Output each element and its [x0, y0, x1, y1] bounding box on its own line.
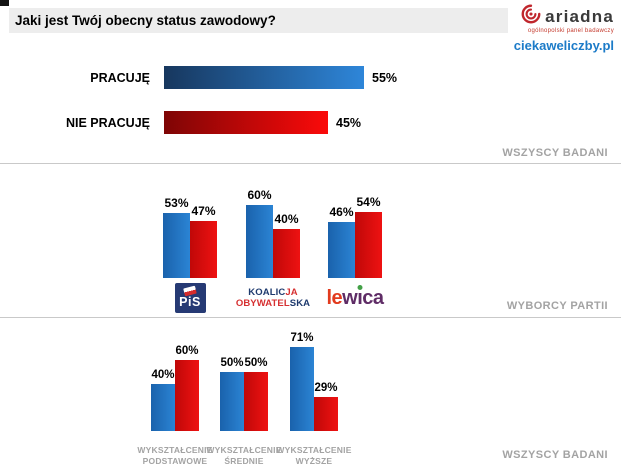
bar-fill-red	[175, 360, 199, 431]
bar-fill-red	[314, 397, 338, 431]
bar-pair: 40% 60%	[125, 318, 225, 431]
title-bar: Jaki jest Twój obecny status zawodowy?	[9, 8, 508, 33]
chart-group: 60% 40% KOALICJA OBYWATELSKA	[218, 165, 328, 315]
bar-pracuje: 60%	[246, 188, 273, 278]
bar-fill-blue	[163, 213, 190, 278]
lewica-logo-text: w	[342, 287, 358, 309]
bar-value-label: 46%	[329, 205, 354, 219]
pis-logo: PiS	[174, 283, 206, 313]
ariadna-wordmark: ariadna	[545, 6, 614, 26]
category-label-line2: ŚREDNIE	[224, 456, 264, 467]
bar-pair: 46% 54%	[300, 165, 410, 278]
ko-logo-text: JA	[285, 286, 298, 298]
pis-logo-text: PiS	[179, 295, 201, 310]
category-label: WYKSZTAŁCENIE ŚREDNIE	[206, 445, 281, 467]
bar-value-label: 60%	[247, 188, 272, 202]
category-label-line1: WYKSZTAŁCENIE	[137, 445, 213, 455]
brand-block: ariadna ogólnopolski panel badawczy ciek…	[514, 3, 614, 53]
bar-value-label: 71%	[290, 332, 314, 344]
bar-pracuje: 53%	[163, 196, 190, 278]
bar-value-label: 53%	[164, 196, 189, 210]
bar-value-label: 54%	[356, 195, 381, 209]
ko-logo: KOALICJA OBYWATELSKA	[236, 287, 310, 309]
bar-value-label: 50%	[220, 357, 244, 369]
bar-value-label: 40%	[274, 212, 299, 226]
section-label-all-respondents-1: WSZYSCY BADANI	[502, 147, 608, 159]
hbar-row: PRACUJĘ 55%	[0, 66, 397, 89]
ariadna-logo-icon	[520, 3, 542, 30]
bar-fill-blue	[220, 372, 244, 431]
bar-pracuje	[164, 66, 364, 89]
lewica-logo-text: ı	[357, 287, 363, 309]
party-logo-slot: lewı ca	[326, 281, 384, 315]
bar-fill-blue	[328, 222, 355, 278]
bar-category-label: PRACUJĘ	[90, 70, 150, 85]
site-watermark: ciekaweliczby.pl	[513, 38, 614, 53]
bar-fill-blue	[290, 347, 314, 431]
bar-fill-blue	[151, 384, 175, 431]
ko-logo-text: SKA	[289, 298, 311, 309]
ko-logo-line: KOALICJA	[236, 287, 310, 298]
bar-pracuje: 46%	[328, 205, 355, 278]
bar-value-label: 40%	[151, 369, 175, 381]
section-label-all-respondents-2: WSZYSCY BADANI	[502, 449, 608, 461]
category-label-line1: WYKSZTAŁCENIE	[276, 445, 352, 455]
corner-tab	[0, 0, 9, 6]
category-label: WYKSZTAŁCENIE PODSTAWOWE	[137, 445, 212, 467]
bar-value-label: 55%	[372, 70, 398, 85]
lewica-logo-i: ı	[357, 285, 363, 309]
bar-value-label: 60%	[175, 345, 199, 357]
chart-group: 40% 60% WYKSZTAŁCENIE PODSTAWOWE	[125, 318, 225, 467]
bar-value-label: 29%	[314, 382, 338, 394]
lewica-logo-text: ca	[362, 287, 384, 309]
bar-fill-red	[244, 372, 268, 431]
bar-value-label: 50%	[244, 357, 268, 369]
category-label-line2: PODSTAWOWE	[142, 456, 208, 467]
bar-value-label: 45%	[336, 115, 362, 130]
bar-pracuje: 71%	[290, 332, 314, 431]
section-divider-1	[0, 163, 621, 164]
category-label-line2: WYŻSZE	[295, 456, 333, 467]
ko-logo-text: OBYWATEL	[235, 298, 290, 309]
bar-pracuje: 50%	[220, 357, 244, 431]
lewica-logo-text: le	[326, 287, 343, 309]
bar-value-label: 47%	[191, 204, 216, 218]
bar-nie-pracuje: 60%	[175, 345, 199, 431]
category-label: WYKSZTAŁCENIE WYŻSZE	[276, 445, 351, 467]
party-logo-slot: KOALICJA OBYWATELSKA	[236, 281, 310, 315]
bar-nie-pracuje: 40%	[273, 212, 300, 278]
bar-nie-pracuje: 54%	[355, 195, 382, 278]
bar-pair: 53% 47%	[135, 165, 245, 278]
bar-pracuje: 40%	[151, 369, 175, 431]
party-logo-slot: PiS	[174, 281, 206, 315]
bar-fill-blue	[246, 205, 273, 278]
chart-group: 50% 50% WYKSZTAŁCENIE ŚREDNIE	[194, 318, 294, 467]
hbar-row: NIE PRACUJĘ 45%	[0, 111, 361, 134]
brand-row: ariadna	[520, 3, 614, 30]
lewica-green-dot-icon	[357, 285, 363, 290]
bar-nie-pracuje: 47%	[190, 204, 217, 278]
bar-nie-pracuje	[164, 111, 328, 134]
bar-fill-red	[273, 229, 300, 278]
bar-pair: 60% 40%	[218, 165, 328, 278]
page-title: Jaki jest Twój obecny status zawodowy?	[15, 13, 276, 28]
lewica-logo: lewı ca	[326, 285, 384, 309]
ko-logo-line: OBYWATELSKA	[236, 298, 310, 309]
bar-pair: 50% 50%	[194, 318, 294, 431]
ariadna-tagline: ogólnopolski panel badawczy	[527, 28, 614, 34]
ko-logo-text: KOALIC	[248, 286, 286, 298]
category-label-line1: WYKSZTAŁCENIE	[206, 445, 282, 455]
bar-fill-red	[190, 221, 217, 278]
chart-group: 53% 47% PiS	[135, 165, 245, 315]
chart-group: 71% 29% WYKSZTAŁCENIE WYŻSZE	[264, 318, 364, 467]
section-divider-2	[0, 317, 621, 318]
bar-category-label: NIE PRACUJĘ	[65, 115, 150, 130]
section-label-party-voters: WYBORCY PARTII	[506, 300, 608, 312]
chart-group: 46% 54% lewı ca	[300, 165, 410, 315]
bar-nie-pracuje: 29%	[314, 382, 338, 431]
bar-pair: 71% 29%	[264, 318, 364, 431]
bar-fill-red	[355, 212, 382, 278]
bar-nie-pracuje: 50%	[244, 357, 268, 431]
